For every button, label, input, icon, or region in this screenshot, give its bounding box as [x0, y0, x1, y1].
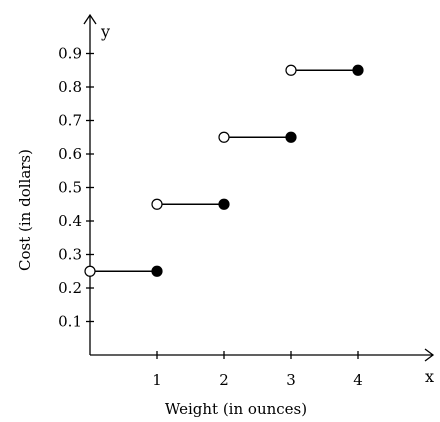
x-tick-label-4: 4	[353, 371, 363, 389]
y-axis-title: Cost (in dollars)	[16, 149, 34, 271]
x-tick-label-3: 3	[286, 371, 296, 389]
closed-point-segment-2-end	[218, 198, 230, 210]
y-tick-label-0.8: 0.8	[58, 78, 82, 96]
y-tick-label-0.2: 0.2	[58, 279, 82, 297]
closed-point-segment-1-end	[151, 265, 163, 277]
x-axis-title: Weight (in ounces)	[165, 400, 307, 418]
y-tick-label-0.4: 0.4	[58, 212, 82, 230]
x-axis-letter: x	[425, 367, 434, 386]
y-tick-label-0.9: 0.9	[58, 45, 82, 63]
open-point-segment-4-start	[285, 64, 297, 76]
y-axis-letter: y	[100, 22, 110, 41]
axes	[83, 13, 435, 362]
y-tick-label-0.3: 0.3	[58, 246, 82, 264]
open-point-segment-1-start	[84, 265, 96, 277]
x-tick-label-2: 2	[219, 371, 229, 389]
open-point-segment-3-start	[218, 131, 230, 143]
closed-point-segment-3-end	[285, 131, 297, 143]
data-segments	[84, 64, 364, 277]
y-tick-label-0.6: 0.6	[58, 145, 82, 163]
y-tick-label-0.5: 0.5	[58, 179, 82, 197]
x-axis-arrow	[424, 348, 435, 362]
closed-point-segment-4-end	[352, 64, 364, 76]
labels: y x Weight (in ounces) Cost (in dollars)	[16, 22, 434, 418]
y-tick-label-0.7: 0.7	[58, 112, 82, 130]
x-tick-label-1: 1	[152, 371, 162, 389]
y-axis-arrow	[83, 13, 97, 25]
ticks: 1 2 3 4 0.1 0.2 0.3 0.4 0.5 0.6 0.7 0.8 0.9	[58, 45, 363, 390]
open-point-segment-2-start	[151, 198, 163, 210]
y-tick-label-0.1: 0.1	[58, 313, 82, 331]
